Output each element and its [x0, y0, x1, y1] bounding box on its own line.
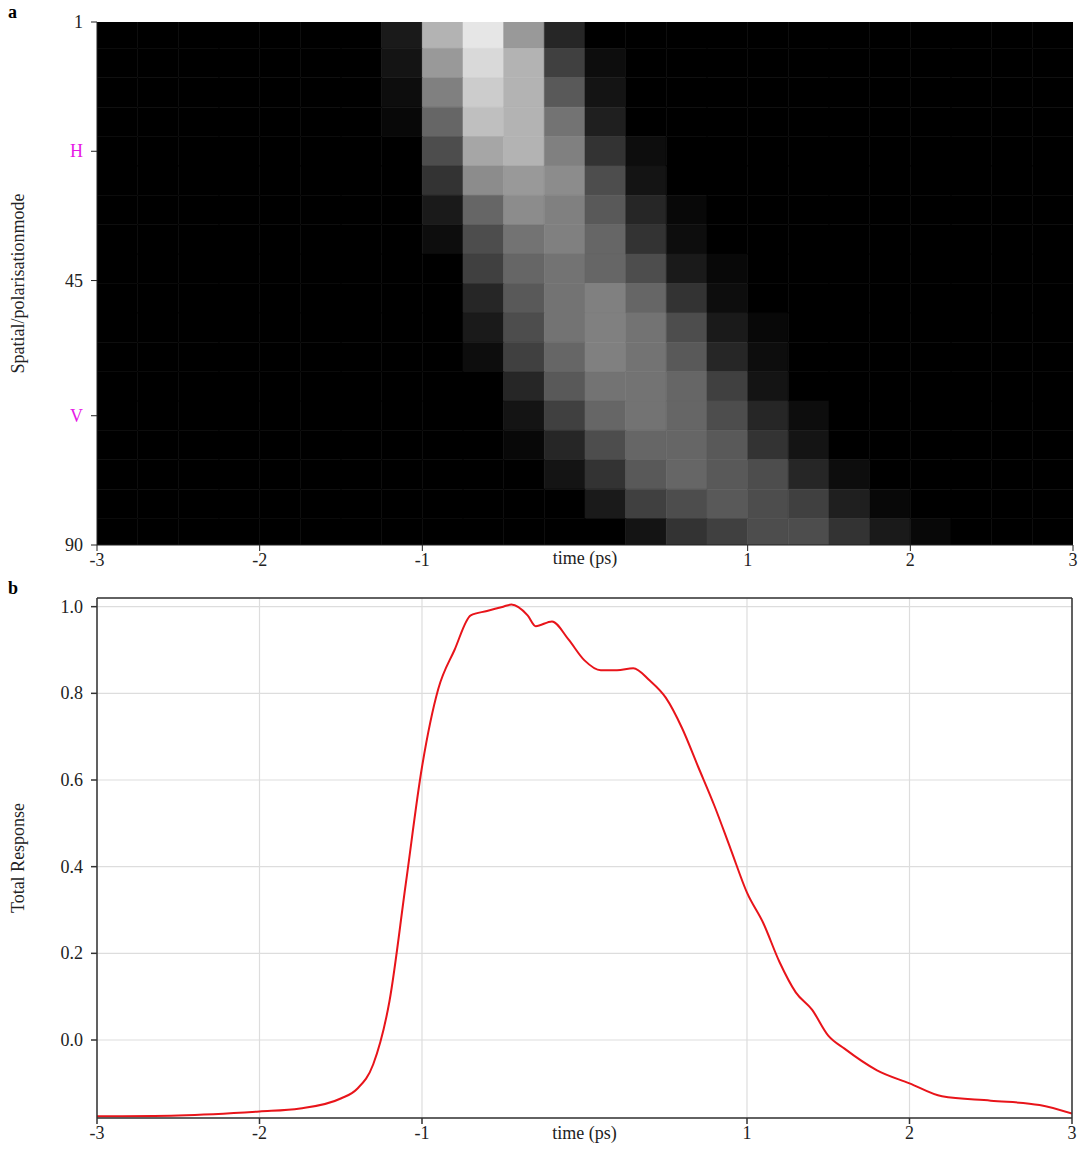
svg-text:0.2: 0.2	[61, 943, 84, 963]
html-text:a: a	[8, 2, 17, 22]
svg-text:-2: -2	[252, 1123, 267, 1143]
svg-text:-2: -2	[252, 550, 267, 570]
svg-text:45: 45	[65, 271, 83, 291]
svg-text:H: H	[70, 141, 83, 161]
svg-text:0.8: 0.8	[61, 683, 84, 703]
svg-text:2: 2	[905, 1123, 914, 1143]
svg-text:3: 3	[1069, 550, 1078, 570]
svg-text:-3: -3	[90, 1123, 105, 1143]
svg-text:3: 3	[1068, 1123, 1077, 1143]
svg-text:-1: -1	[415, 550, 430, 570]
svg-text:0.4: 0.4	[61, 857, 84, 877]
html-text:b: b	[8, 578, 18, 598]
svg-text:-1: -1	[415, 1123, 430, 1143]
svg-text:time (ps): time (ps)	[552, 1123, 617, 1144]
svg-text:2: 2	[906, 550, 915, 570]
svg-text:90: 90	[65, 535, 83, 555]
svg-text:0.6: 0.6	[61, 770, 84, 790]
svg-text:1: 1	[74, 12, 83, 32]
svg-text:Spatial/polarisationmode: Spatial/polarisationmode	[8, 194, 28, 374]
svg-text:-3: -3	[90, 550, 105, 570]
svg-text:1: 1	[743, 550, 752, 570]
svg-text:time (ps): time (ps)	[553, 548, 618, 569]
svg-text:Total Response: Total Response	[8, 803, 28, 913]
svg-text:V: V	[70, 406, 83, 426]
svg-text:0.0: 0.0	[61, 1030, 84, 1050]
svg-text:1.0: 1.0	[61, 597, 84, 617]
svg-text:1: 1	[743, 1123, 752, 1143]
